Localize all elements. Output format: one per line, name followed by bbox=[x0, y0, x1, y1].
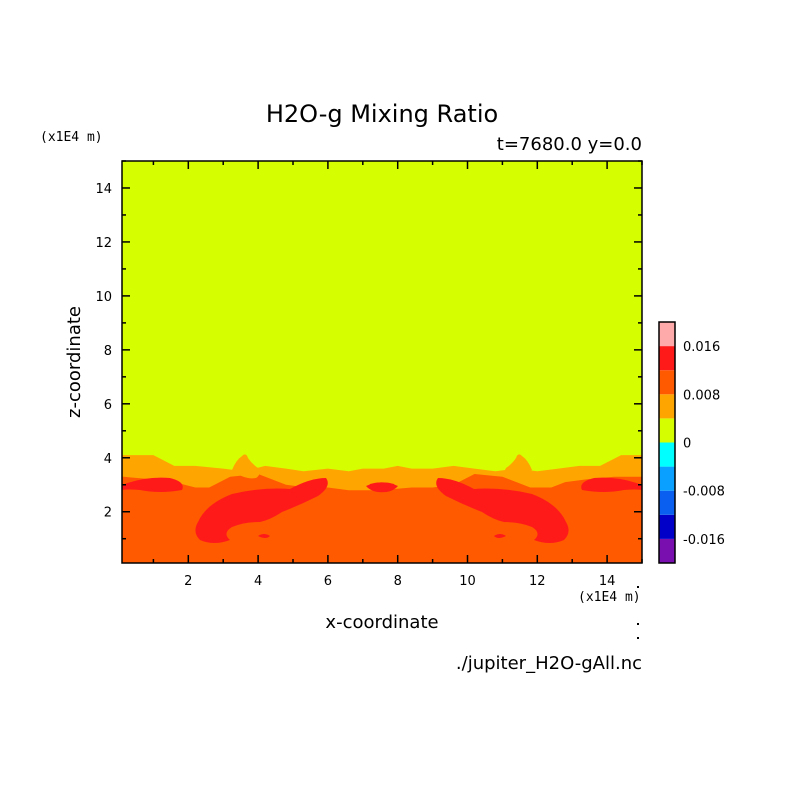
colorbar-tick-label: -0.016 bbox=[683, 533, 725, 548]
z-unit-label: (x1E4 m) bbox=[40, 130, 103, 145]
x-tick-label: 8 bbox=[394, 574, 402, 589]
core-blob-left-main bbox=[195, 478, 328, 543]
colorbar-swatch bbox=[659, 322, 675, 347]
colorbar-tick-label: 0 bbox=[683, 437, 691, 452]
chart-title: H2O-g Mixing Ratio bbox=[266, 100, 498, 128]
colorbar bbox=[658, 321, 676, 564]
y-tick-label: 6 bbox=[104, 398, 112, 413]
source-file-label: ./jupiter_H2O-gAll.nc bbox=[456, 653, 642, 674]
x-axis-label: x-coordinate bbox=[325, 612, 438, 633]
core-blob-left-edge bbox=[122, 477, 183, 492]
core-blobs bbox=[122, 477, 642, 543]
core-blob-right-main bbox=[436, 478, 569, 543]
plume-left bbox=[232, 454, 260, 479]
x-tick-label: 14 bbox=[599, 574, 616, 589]
plume-right bbox=[504, 454, 532, 479]
core-blob-center-right bbox=[369, 482, 398, 493]
colorbar-swatch bbox=[659, 370, 675, 395]
y-tick-label: 10 bbox=[95, 290, 112, 305]
y-tick-label: 12 bbox=[95, 236, 112, 251]
core-blob-right-edge bbox=[581, 477, 642, 492]
y-tick-label: 4 bbox=[104, 452, 112, 467]
x-tick-label: 12 bbox=[529, 574, 546, 589]
colorbar-ticks: 0.016 0.008 0 -0.008 -0.016 bbox=[683, 340, 725, 548]
x-tick-label: 6 bbox=[324, 574, 332, 589]
colorbar-swatch bbox=[659, 514, 675, 539]
core-blob-small-left bbox=[258, 534, 270, 538]
y-axis-label: z-coordinate bbox=[64, 306, 85, 418]
colorbar-swatch bbox=[659, 442, 675, 467]
y-tick-label: 2 bbox=[104, 506, 112, 521]
colorbar-swatch bbox=[659, 394, 675, 419]
core-blob-small-right bbox=[494, 534, 506, 538]
colorbar-swatch bbox=[659, 418, 675, 443]
colorbar-tick-label: 0.008 bbox=[683, 388, 720, 403]
y-tick-label: 8 bbox=[104, 344, 112, 359]
x-ticks: 2 4 6 8 10 12 14 bbox=[152, 161, 643, 589]
x-unit-label: (x1E4 m) bbox=[578, 590, 641, 605]
plume-group bbox=[232, 454, 532, 479]
field-group bbox=[122, 161, 642, 563]
colorbar-tick-label: 0.016 bbox=[683, 340, 720, 355]
colorbar-swatch bbox=[659, 466, 675, 491]
chart-subtitle: t=7680.0 y=0.0 bbox=[497, 134, 642, 155]
y-tick-label: 14 bbox=[95, 182, 112, 197]
colorbar-tick-label: -0.008 bbox=[683, 485, 725, 500]
stray-dots bbox=[637, 586, 639, 639]
x-tick-label: 10 bbox=[459, 574, 476, 589]
colorbar-swatch bbox=[659, 538, 675, 563]
colorbar-swatch bbox=[659, 346, 675, 371]
colorbar-swatch bbox=[659, 490, 675, 515]
colorbar-frame bbox=[658, 321, 676, 564]
x-tick-label: 4 bbox=[254, 574, 262, 589]
plot-frame bbox=[121, 160, 643, 564]
y-ticks: 2 4 6 8 10 12 14 bbox=[95, 160, 642, 540]
x-tick-label: 2 bbox=[184, 574, 192, 589]
